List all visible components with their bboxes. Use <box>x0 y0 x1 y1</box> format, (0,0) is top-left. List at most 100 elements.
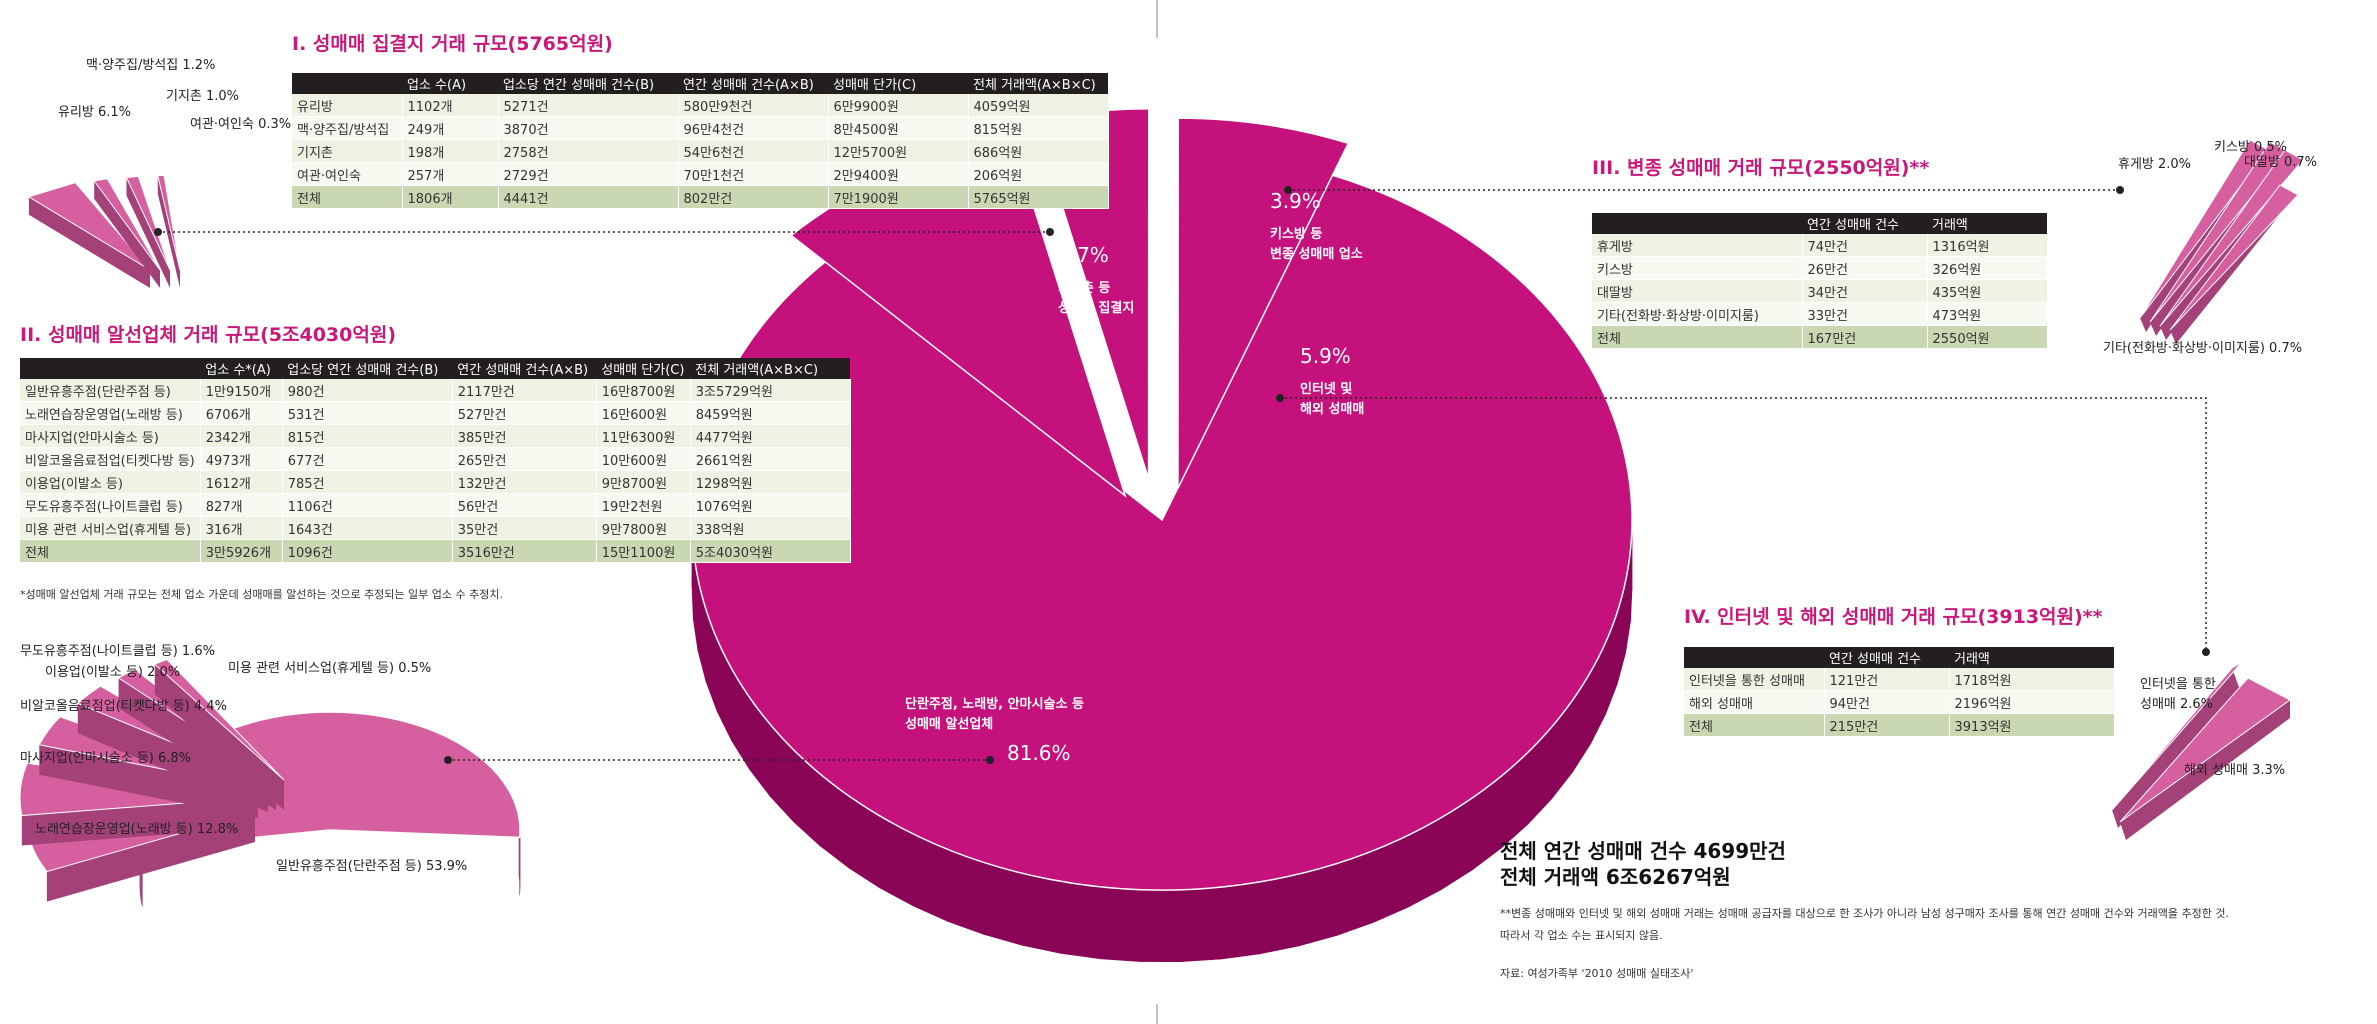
table-cell: 1316억원 <box>1927 234 2048 257</box>
source-note: 자료: 여성가족부 '2010 성매매 실태조사' <box>1500 967 1694 980</box>
subpie-s2-side <box>46 812 256 902</box>
table-cell: 70만1천건 <box>678 162 829 186</box>
table-row: 전체 3만5926개 1096건 3516만건 15만1100원 5조4030억원 <box>20 539 851 563</box>
leader-dot <box>2116 186 2124 194</box>
table-cell: 2661억원 <box>690 447 851 471</box>
table-cell: 121만건 <box>1824 668 1950 691</box>
column-header <box>20 358 201 379</box>
table-row: 이용업(이발소 등) 1612개 785건 132만건 9만8700원 1298억원 <box>20 470 851 494</box>
column-header: 성매매 단가(C) <box>596 358 691 379</box>
main-pie-label: 단란주점, 노래방, 안마시술소 등 <box>905 696 1084 712</box>
column-header: 연간 성매매 건수 <box>1824 647 1949 668</box>
subpie-s4-label: 해외 성매매 3.3% <box>2184 763 2285 778</box>
subpie-s2-label: 무도유흥주점(나이트클럽 등) 1.6% <box>20 644 215 659</box>
leader-dot <box>1276 394 1284 402</box>
main-pie-label: 변종 성매매 업소 <box>1270 247 1363 262</box>
table-cell: 10만600원 <box>596 447 691 471</box>
table-cell: 기타(전화방·화상방·이미지룸) <box>1592 302 1803 326</box>
table-cell: 2758건 <box>498 139 679 163</box>
subpie-s4-slice <box>2111 661 2243 811</box>
table-cell: 여관·여인숙 <box>292 162 403 186</box>
table-row: 해외 성매매 94만건 2196억원 <box>1684 690 2115 714</box>
table-cell: 4441건 <box>498 185 679 209</box>
leader-dot <box>1284 186 1292 194</box>
subpie-s1-label: 유리방 6.1% <box>58 105 131 120</box>
table-cell: 2729건 <box>498 162 679 186</box>
table-header-row: 연간 성매매 건수 거래액 <box>1684 647 2114 668</box>
footnote-line-1: **변종 성매매와 인터넷 및 해외 성매매 거래는 성매매 공급자를 대상으로… <box>1500 907 2229 920</box>
main-pie-label: 키스방 등 <box>1270 226 1322 242</box>
table-cell: 2550억원 <box>1927 325 2048 349</box>
table-row: 전체 167만건 2550억원 <box>1592 325 2048 349</box>
table-cell: 2196억원 <box>1949 690 2115 714</box>
main-pie-side-segment <box>1220 881 1261 960</box>
column-header: 업소당 연간 성매매 건수(B) <box>282 358 453 379</box>
table-cell: 인터넷을 통한 성매매 <box>1684 668 1825 691</box>
subpie-s4-side <box>2120 700 2290 840</box>
table-cell: 노래연습장운영업(노래방 등) <box>20 401 201 425</box>
table-cell: 미용 관련 서비스업(휴게텔 등) <box>20 516 201 540</box>
main-pie-side-segment <box>1336 850 1374 936</box>
table-cell: 6706개 <box>200 401 283 425</box>
table-cell: 34만건 <box>1802 279 1928 303</box>
main-pie-value-label: 3.9% <box>1270 189 1321 213</box>
main-pie-label: 기지촌 등 <box>1058 281 1110 296</box>
table-header-row: 업소 수(A) 업소당 연간 성매매 건수(B) 연간 성매매 건수(A×B) 성매매… <box>292 73 1108 94</box>
subpie-s3-slice <box>2149 141 2289 323</box>
table-row: 전체 1806개 4441건 802만건 7만1900원 5765억원 <box>292 185 1109 209</box>
table-row: 키스방 26만건 326억원 <box>1592 256 2048 280</box>
table-cell: 785건 <box>282 470 453 494</box>
column-header: 성매매 단가(C) <box>828 73 968 94</box>
table-cell: 3913억원 <box>1949 713 2115 737</box>
main-pie-side-segment <box>1298 863 1337 947</box>
table-row: 맥·양주집/방석집 249개 3870건 96만4천건 8만4500원 815억원 <box>292 116 1109 140</box>
table-cell: 해외 성매매 <box>1684 690 1825 714</box>
table-cell: 유리방 <box>292 94 403 117</box>
table-cell: 전체 <box>20 539 201 563</box>
table-row: 유리방 1102개 5271건 580만9천건 6만9900원 4059억원 <box>292 94 1109 117</box>
subpie-s2-side <box>118 677 276 810</box>
table-cell: 1806개 <box>402 185 499 209</box>
table-s2-note: *성매매 알선업체 거래 규모는 전체 업소 가운데 성매매를 알선하는 것으로… <box>20 588 503 601</box>
table-row: 비알코올음료점업(티켓다방 등) 4973개 677건 265만건 10만600원 266… <box>20 447 851 471</box>
table-cell: 11만6300원 <box>596 424 691 448</box>
table-cell: 전체 <box>1684 713 1825 737</box>
subpie-s1-label: 여관·여인숙 0.3% <box>190 117 291 132</box>
subpie-s3-slice <box>2169 184 2299 331</box>
leader-dot <box>2202 648 2210 656</box>
table-row: 기타(전화방·화상방·이미지룸) 33만건 473억원 <box>1592 302 2048 326</box>
table-cell: 132만건 <box>452 470 597 494</box>
subpie-s1-side <box>28 196 150 288</box>
table-cell: 9만8700원 <box>596 470 691 494</box>
table-cell: 전체 <box>1592 325 1803 349</box>
column-header: 전체 거래액(A×B×C) <box>968 73 1108 94</box>
table-header-row: 연간 성매매 건수 거래액 <box>1592 213 2047 234</box>
main-pie-label: 성매매 알선업체 <box>905 716 993 732</box>
table-cell: 맥·양주집/방석집 <box>292 116 403 140</box>
table-cell: 35만건 <box>452 516 597 540</box>
table-cell: 580만9천건 <box>678 94 829 117</box>
main-pie-slice-3 <box>1177 117 1350 489</box>
subpie-s1-slice <box>27 182 151 271</box>
main-pie-side-segment <box>1100 886 1141 962</box>
table-cell: 3조5729억원 <box>690 379 851 402</box>
leader-dot <box>1046 228 1054 236</box>
table-cell: 980건 <box>282 379 453 402</box>
main-pie-side-segment <box>1139 889 1181 963</box>
column-header <box>292 73 402 94</box>
table-row: 노래연습장운영업(노래방 등) 6706개 531건 527만건 16만600원 8459… <box>20 401 851 425</box>
subpie-s3-slice <box>2139 139 2269 319</box>
subpie-s2-side <box>154 664 284 810</box>
main-pie-side-segment <box>1259 873 1300 955</box>
subpie-s3-label: 휴게방 2.0% <box>2118 157 2191 172</box>
table-cell: 16만600원 <box>596 401 691 425</box>
subpie-s2-label: 이용업(이발소 등) 2.0% <box>45 665 180 680</box>
table-cell: 비알코올음료점업(티켓다방 등) <box>20 447 201 471</box>
table-cell: 215만건 <box>1824 713 1950 737</box>
subpie-s1-label: 맥·양주집/방석집 1.2% <box>86 58 215 73</box>
subpie-s2-side <box>21 798 251 846</box>
section-title-s4: IV. 인터넷 및 해외 성매매 거래 규모(3913억원)** <box>1684 606 2103 628</box>
table-cell: 33만건 <box>1802 302 1928 326</box>
table-cell: 435억원 <box>1927 279 2048 303</box>
